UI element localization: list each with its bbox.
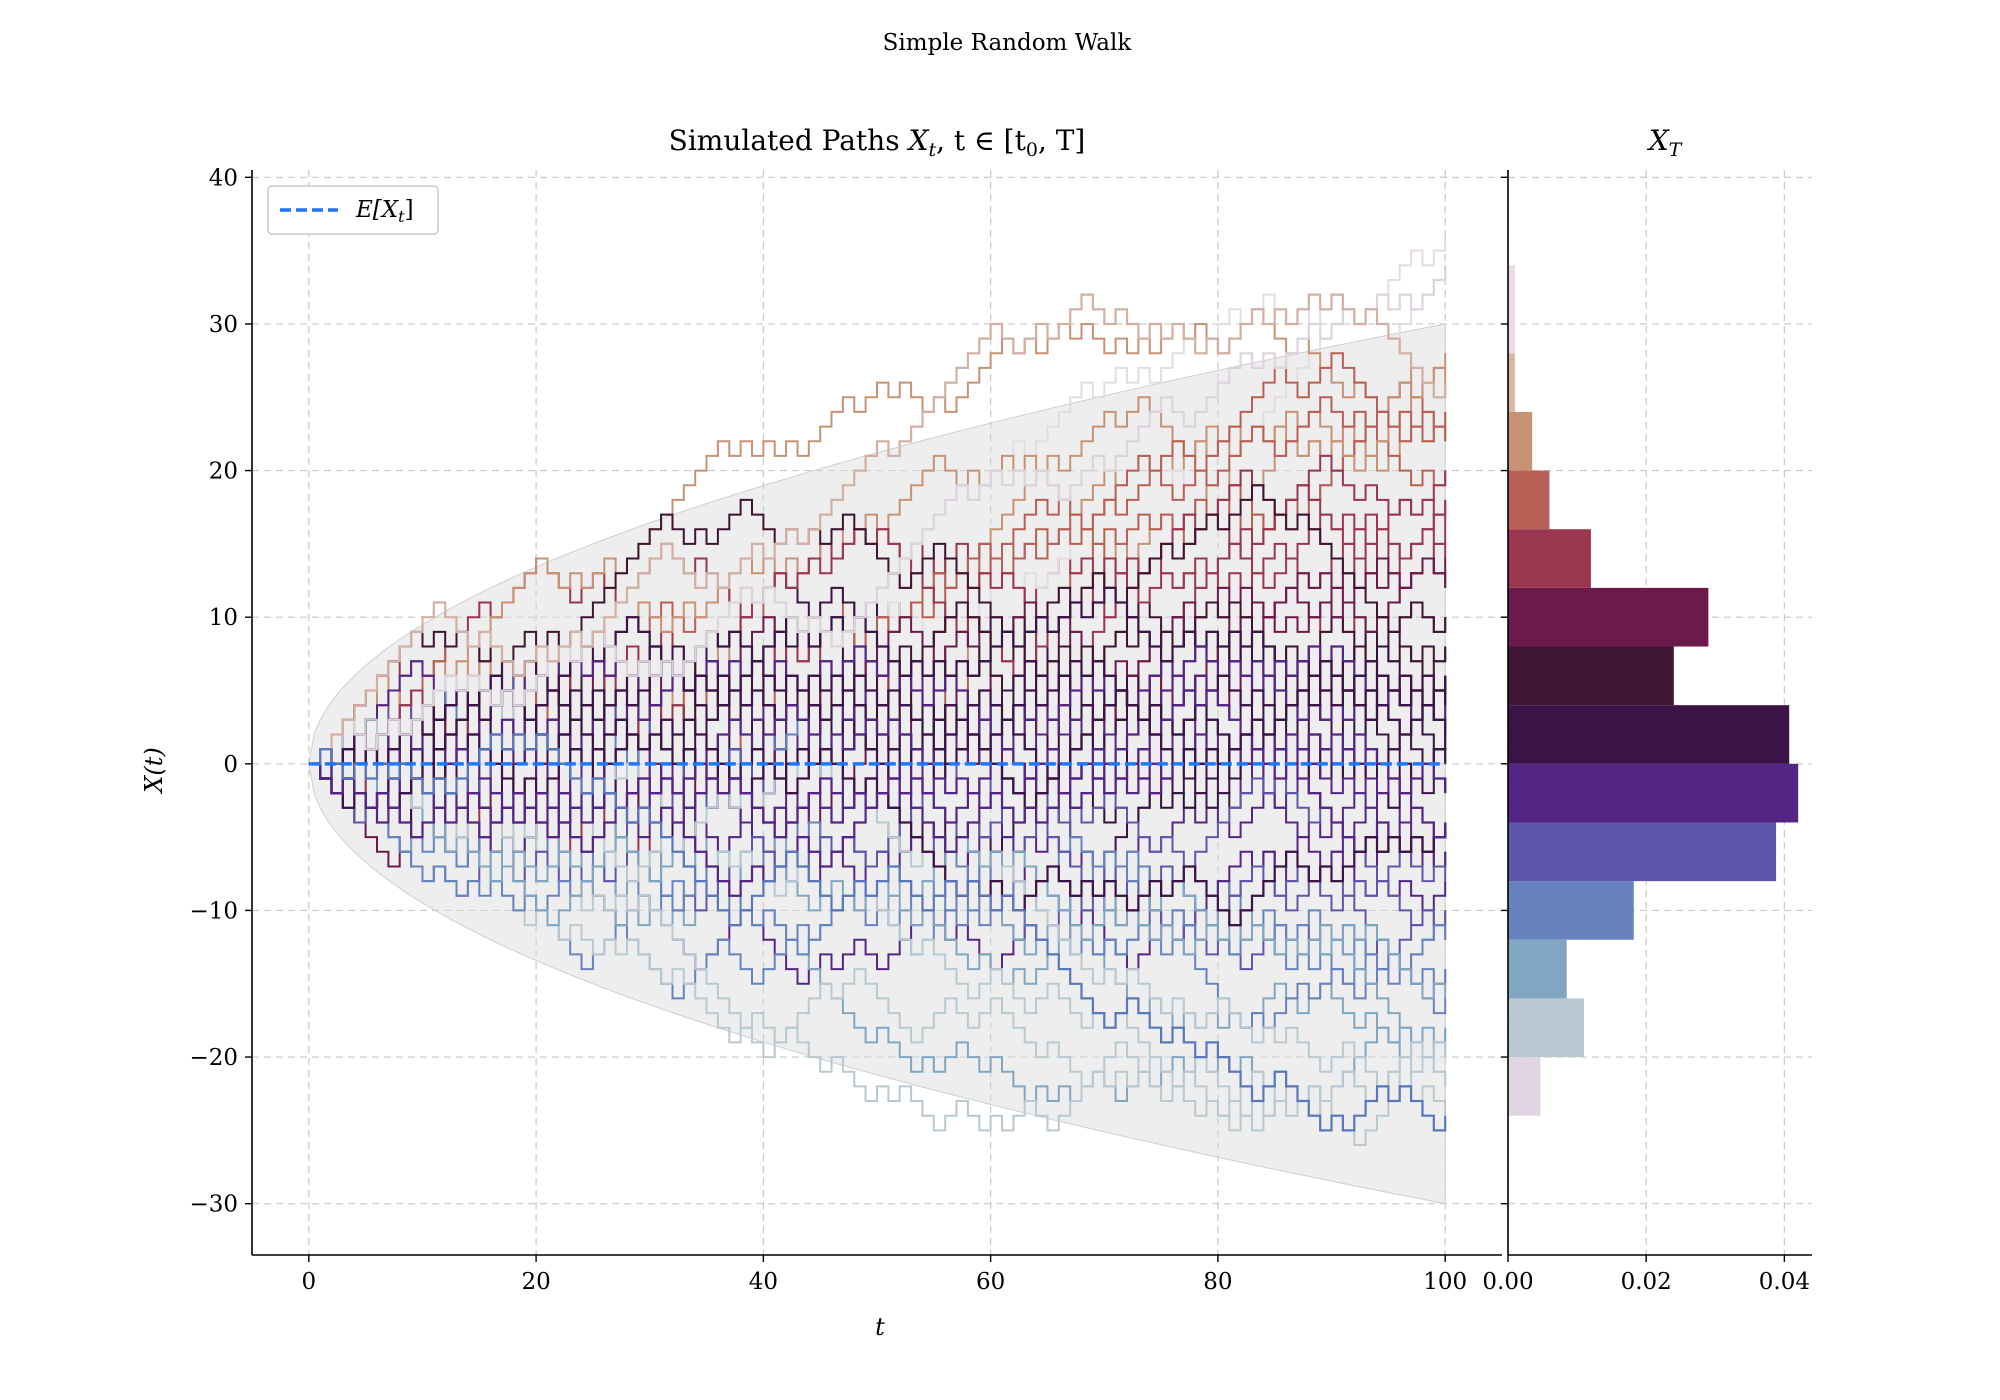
histogram-bar [1508, 470, 1550, 530]
y-tick-label: 30 [209, 312, 238, 338]
histogram-bar [1508, 646, 1674, 706]
hist-x-tick-label: 0.04 [1759, 1269, 1810, 1295]
y-axis-label: X(t) [140, 747, 168, 794]
paths-title-math: X [907, 124, 930, 157]
y-tick-label: −30 [189, 1192, 238, 1218]
x-tick-label: 100 [1423, 1269, 1467, 1295]
histogram-axes: 0.00 0.02 0.04 [1482, 170, 1812, 1295]
path-line [308, 704, 1447, 1088]
hist-x-tick-label: 0.02 [1621, 1269, 1672, 1295]
histogram-bar [1508, 1057, 1541, 1116]
suptitle: Simple Random Walk [883, 30, 1133, 56]
legend-label-end: ] [405, 197, 414, 223]
paths-title-sub1: t [928, 139, 936, 161]
hist-x-tick-label: 0.00 [1482, 1269, 1533, 1295]
path-line [308, 586, 1447, 780]
paths-axes: 0 20 40 60 80 100 −30 −20 −10 0 10 20 30 40 [189, 165, 1502, 1295]
histogram-title-math: X [1647, 124, 1670, 157]
y-tick-label: −20 [189, 1045, 238, 1071]
paths-title-end: , T] [1038, 124, 1085, 157]
x-tick-label: 20 [521, 1269, 550, 1295]
highlight-path-line [308, 733, 1447, 1132]
histogram-bars [1508, 265, 1799, 1116]
x-tick-label: 40 [749, 1269, 778, 1295]
y-tick-label: 20 [209, 459, 238, 485]
highlight-path-line [308, 293, 1447, 765]
x-tick-label: 60 [976, 1269, 1005, 1295]
paths-title: Simulated Paths Xt, t ∈ [t0, T] [669, 124, 1086, 161]
histogram-bar [1508, 265, 1515, 354]
histogram-bar [1508, 529, 1591, 588]
histogram-bar [1508, 411, 1533, 471]
histogram-title-sub: T [1669, 139, 1683, 161]
histogram-bar [1508, 939, 1567, 999]
x-tick-label: 80 [1203, 1269, 1232, 1295]
histogram-bar [1508, 763, 1799, 823]
histogram-bar [1508, 998, 1584, 1058]
path-line [308, 704, 1447, 853]
y-tick-label: −10 [189, 898, 238, 924]
histogram-bar [1508, 822, 1777, 882]
simulated-paths [308, 236, 1447, 1146]
legend-label-main: E[X [355, 197, 400, 223]
paths-title-text: Simulated Paths [669, 124, 909, 157]
y-tick-label: 40 [209, 165, 238, 191]
paths-title-sub2: 0 [1026, 139, 1038, 161]
y-tick-label: 0 [223, 752, 238, 778]
histogram-title: XT [1647, 124, 1683, 161]
histogram-bar [1508, 587, 1709, 647]
y-tick-label: 10 [209, 605, 238, 631]
histogram-bar [1508, 881, 1634, 940]
highlight-path-line [308, 265, 1447, 765]
legend: E[Xt] [267, 185, 439, 235]
paths-panel: 0 20 40 60 80 100 −30 −20 −10 0 10 20 30 40 Simulated… [140, 124, 1502, 1341]
legend-label-sub: t [398, 207, 405, 226]
paths-title-mid: , t ∈ [t [936, 124, 1027, 157]
legend-label: E[Xt] [355, 197, 414, 226]
legend-frame [267, 185, 439, 235]
histogram-panel: 0.00 0.02 0.04 XT [1482, 124, 1812, 1295]
x-tick-label: 0 [301, 1269, 316, 1295]
x-axis-label: t [875, 1313, 885, 1341]
histogram-bar [1508, 705, 1790, 764]
histogram-bar [1508, 353, 1515, 412]
